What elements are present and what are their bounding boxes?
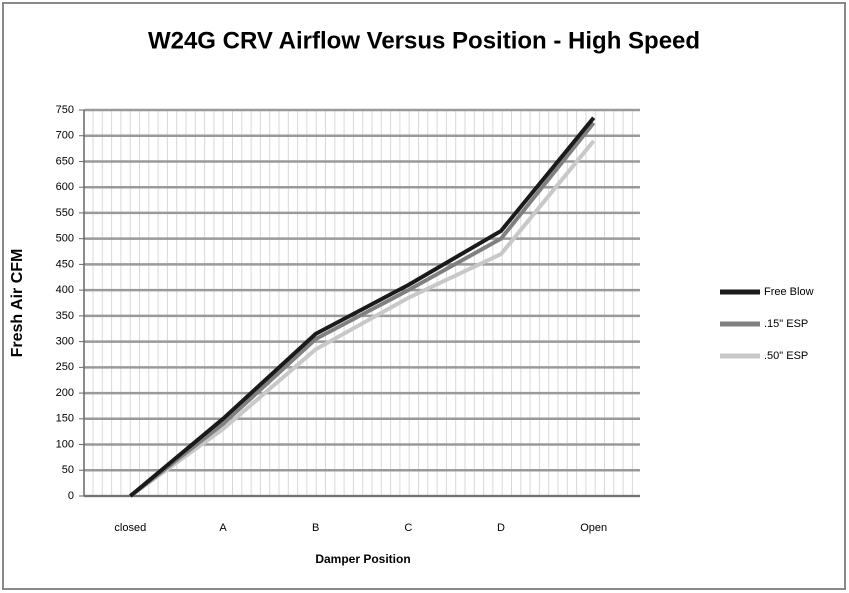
legend-label: Free Blow: [764, 286, 814, 298]
series-line: [129, 121, 596, 498]
y-tick-label: 500: [56, 233, 74, 245]
legend-label: .50" ESP: [764, 350, 808, 362]
y-tick-label: 750: [56, 104, 74, 116]
x-tick-label: closed: [114, 522, 146, 534]
series-line: [129, 116, 596, 498]
x-axis-label: Damper Position: [315, 552, 410, 566]
y-tick-label: 150: [56, 413, 74, 425]
x-tick-label: A: [219, 522, 227, 534]
series-line: [129, 139, 596, 498]
legend-label: .15" ESP: [764, 318, 808, 330]
x-tick-label: B: [312, 522, 319, 534]
y-tick-label: 600: [56, 181, 74, 193]
y-tick-label: 250: [56, 361, 74, 373]
x-tick-label: Open: [580, 522, 607, 534]
y-tick-label: 300: [56, 336, 74, 348]
y-axis-label: Fresh Air CFM: [9, 249, 26, 358]
x-tick-label: D: [497, 522, 505, 534]
y-tick-label: 350: [56, 310, 74, 322]
y-tick-label: 650: [56, 155, 74, 167]
y-tick-label: 200: [56, 387, 74, 399]
y-tick-label: 550: [56, 207, 74, 219]
y-tick-label: 700: [56, 130, 74, 142]
y-tick-label: 100: [56, 438, 74, 450]
y-tick-label: 400: [56, 284, 74, 296]
x-tick-label: C: [404, 522, 412, 534]
y-tick-label: 50: [62, 464, 74, 476]
y-tick-label: 0: [68, 490, 74, 502]
y-tick-label: 450: [56, 258, 74, 270]
chart-title: W24G CRV Airflow Versus Position - High …: [148, 27, 700, 54]
